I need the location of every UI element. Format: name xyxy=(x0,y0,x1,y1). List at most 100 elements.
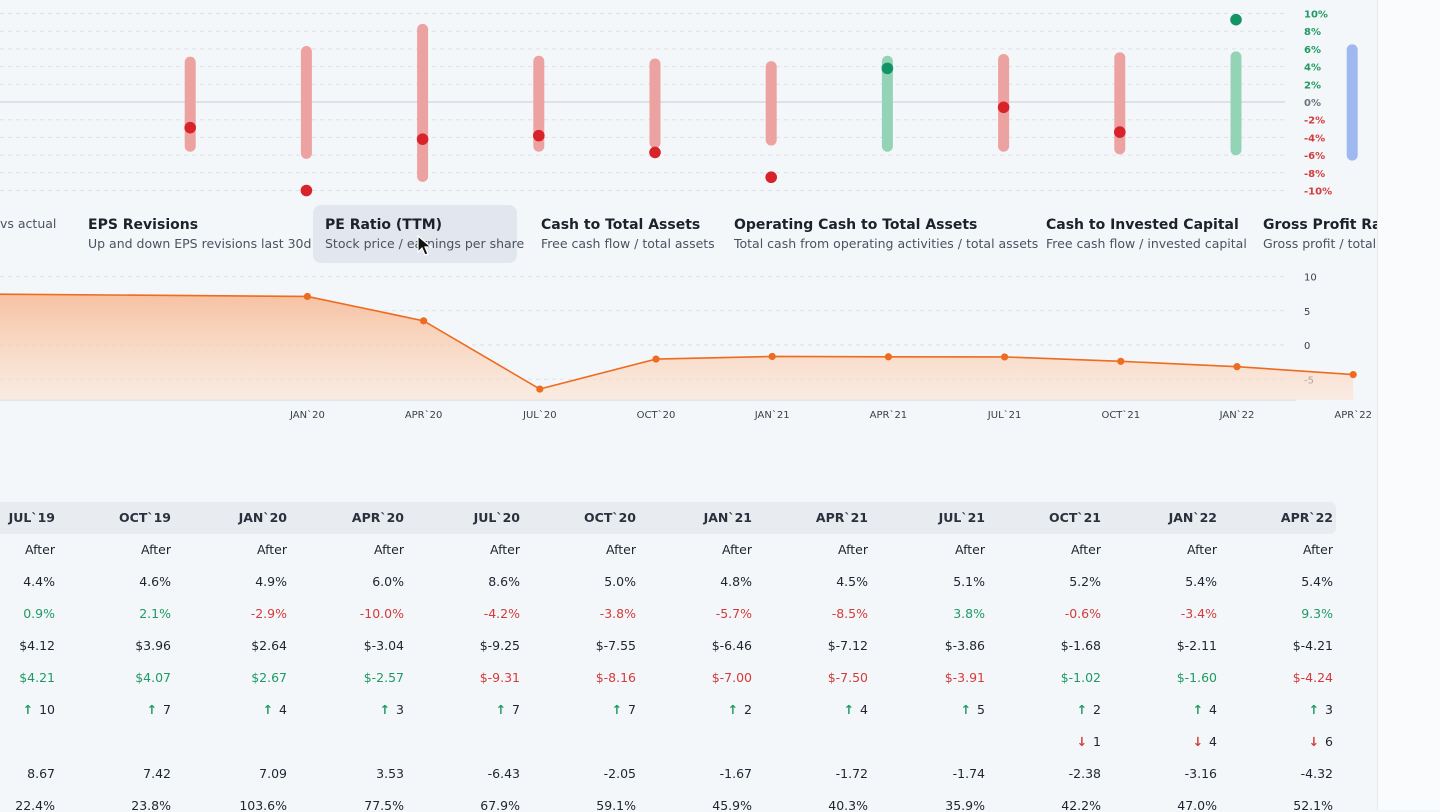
x-tick-label: JAN`21 xyxy=(754,409,790,421)
table-cell: -1.67 xyxy=(719,766,752,781)
right-side-panel xyxy=(1377,0,1440,810)
table-cell: -0.6% xyxy=(1064,606,1101,621)
revision-count: 7 xyxy=(512,702,520,717)
y-tick-label: 10% xyxy=(1304,10,1328,21)
table-cell: 77.5% xyxy=(364,798,404,812)
table-cell: 40.3% xyxy=(828,798,868,812)
table-cell: ↑ 3 xyxy=(308,694,404,726)
data-point xyxy=(1117,357,1125,365)
table-cell: $4.21 xyxy=(19,670,55,685)
surprise-dot xyxy=(300,184,313,197)
x-tick-label: APR`21 xyxy=(870,409,908,421)
table-cell: ↑ 4 xyxy=(772,694,868,726)
arrow-up-icon: ↑ xyxy=(22,702,34,717)
table-cell: 5.4% xyxy=(1185,574,1217,589)
revision-count: 10 xyxy=(39,702,55,717)
table-cell: $4.12 xyxy=(19,638,55,653)
table-cell: 5.4% xyxy=(1301,574,1333,589)
revision-count: 4 xyxy=(1209,702,1217,717)
arrow-down-icon: ↓ xyxy=(1076,734,1088,749)
table-cell: After xyxy=(1302,542,1333,557)
table-cell: After xyxy=(954,542,985,557)
table-header-row: JUL`19 OCT`19 JAN`20 APR`20 JUL`20 OCT`20 JAN`… xyxy=(0,502,1377,534)
revision-count: 2 xyxy=(1093,702,1101,717)
arrow-down-icon: ↓ xyxy=(1192,734,1204,749)
arrow-up-icon: ↑ xyxy=(960,702,972,717)
metric-eps-revisions[interactable]: EPS Revisions Up and down EPS revisions … xyxy=(76,205,323,263)
table-cell: $-3.91 xyxy=(944,670,985,685)
metric-pe-ratio[interactable]: PE Ratio (TTM) Stock price / earnings pe… xyxy=(313,205,524,263)
table-row: ↑10↑7↑4↑3↑7↑7↑2↑4↑5↑2↑4↑3↑2 xyxy=(0,694,1377,726)
table-cell: ↓1 xyxy=(1353,726,1377,758)
table-row: $4.12 $3.96 $2.64 $-3.04 $-9.25 $-7.55 $-6.46 $… xyxy=(0,630,1377,662)
table-cell: -3.4% xyxy=(1180,606,1217,621)
table-cell: JUL`20 xyxy=(473,510,520,525)
metric-cash-to-total-assets[interactable]: Cash to Total Assets Free cash flow / to… xyxy=(529,205,727,263)
table-cell: $-6.46 xyxy=(711,638,752,653)
table-cell: -6.43 xyxy=(487,766,520,781)
table-cell: After xyxy=(140,542,171,557)
data-point xyxy=(1001,353,1009,361)
surprise-dot xyxy=(649,146,661,159)
table-cell: -8.5% xyxy=(831,606,868,621)
table-cell: JAN`20 xyxy=(238,510,287,525)
y-tick-label: 8% xyxy=(1304,27,1321,38)
table-cell: -3.8% xyxy=(599,606,636,621)
table-cell: $-9.31 xyxy=(479,670,520,685)
surprise-dot xyxy=(997,101,1010,114)
area-fill xyxy=(0,294,1354,400)
table-cell: OCT`19 xyxy=(119,510,171,525)
table-cell: OCT`21 xyxy=(1049,510,1101,525)
metric-eps-surprise[interactable]: vs actual xyxy=(0,205,68,243)
arrow-up-icon: ↑ xyxy=(611,702,623,717)
metric-cash-to-invested-capital[interactable]: Cash to Invested Capital Free cash flow … xyxy=(1034,205,1259,263)
arrow-up-icon: ↑ xyxy=(262,702,274,717)
table-cell: 3.53 xyxy=(376,766,404,781)
table-row: After After After After After After After After… xyxy=(0,534,1377,566)
metric-operating-cash-to-total-assets[interactable]: Operating Cash to Total Assets Total cas… xyxy=(722,205,1050,263)
metric-gross-profit-ratio[interactable]: Gross Profit Ratio Gross profit / total … xyxy=(1251,205,1377,263)
y-tick-label: -2% xyxy=(1304,116,1325,127)
revision-count: 7 xyxy=(163,702,171,717)
data-point xyxy=(303,292,311,301)
metric-title: Cash to Total Assets xyxy=(541,217,701,233)
table-cell: -4.2% xyxy=(483,606,520,621)
table-cell: $2.64 xyxy=(251,638,287,653)
table-cell: JAN`21 xyxy=(703,510,752,525)
table-row: 22.4% 23.8% 103.6% 77.5% 67.9% 59.1% 45.9% 40.3… xyxy=(0,790,1377,812)
arrow-up-icon: ↑ xyxy=(495,702,507,717)
table-cell: $-4.21 xyxy=(1292,638,1333,653)
table-cell: APR`21 xyxy=(815,510,868,525)
metric-selector-strip[interactable]: vs actual EPS Revisions Up and down EPS … xyxy=(0,205,1377,263)
table-cell: $-2.11 xyxy=(1176,638,1217,653)
y-tick-label: 4% xyxy=(1304,63,1321,74)
y-tick-label: 0% xyxy=(1304,98,1321,109)
arrow-up-icon: ↑ xyxy=(843,702,855,717)
y-tick-label: -6% xyxy=(1304,151,1325,162)
table-row: 4.4% 4.6% 4.9% 6.0% 8.6% 5.0% 4.8% 4.5% 5.1% 5.2%… xyxy=(0,566,1377,598)
table-cell: 3.8% xyxy=(953,606,985,621)
table-cell: JUL`21 xyxy=(938,510,985,525)
metric-title: PE Ratio (TTM) xyxy=(325,217,443,233)
pe-ratio-area-chart: 1050-5JAN`20APR`20JUL`20OCT`20JAN`21APR`… xyxy=(0,273,1372,421)
table-cell: 7.42 xyxy=(143,766,171,781)
table-cell: ↓ 4 xyxy=(1121,726,1217,758)
table-cell: OCT`20 xyxy=(584,510,636,525)
revision-count: 5 xyxy=(977,702,985,717)
metric-subtitle: vs actual xyxy=(0,216,57,231)
table-cell: ↑ 5 xyxy=(889,694,985,726)
table-cell: 4.4% xyxy=(23,574,55,589)
metric-subtitle: Total cash from operating activities / t… xyxy=(734,236,1039,251)
arrow-up-icon: ↑ xyxy=(1192,702,1204,717)
table-cell: $-1.02 xyxy=(1060,670,1101,685)
y-tick-label: -4% xyxy=(1304,133,1325,144)
table-cell: $-7.00 xyxy=(711,670,752,685)
table-cell: 52.1% xyxy=(1293,798,1333,812)
table-cell: 4.6% xyxy=(139,574,171,589)
table-row: ↓1↓4↓6↓1 xyxy=(0,726,1377,758)
table-cell: 4.5% xyxy=(836,574,868,589)
table-cell: $1.83 xyxy=(1353,630,1377,662)
x-tick-label: OCT`20 xyxy=(637,409,676,421)
metric-subtitle: Free cash flow / total assets xyxy=(541,236,715,251)
table-cell: After xyxy=(1353,534,1377,566)
